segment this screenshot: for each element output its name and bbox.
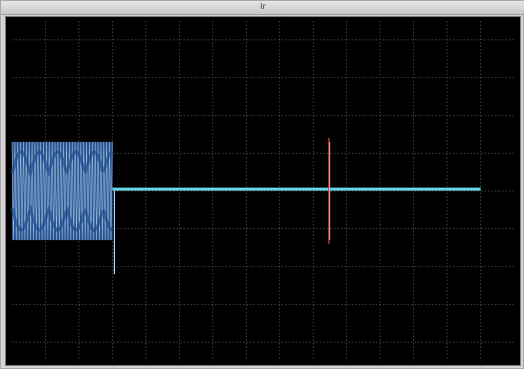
burst-modulation-lower <box>10 203 114 232</box>
window-title: Ir <box>260 2 266 11</box>
plot-area <box>5 16 521 366</box>
scope-plot <box>6 17 520 365</box>
burst-oscillation <box>11 141 113 241</box>
title-bar: Ir <box>1 1 524 15</box>
burst-modulation-upper <box>10 150 114 179</box>
